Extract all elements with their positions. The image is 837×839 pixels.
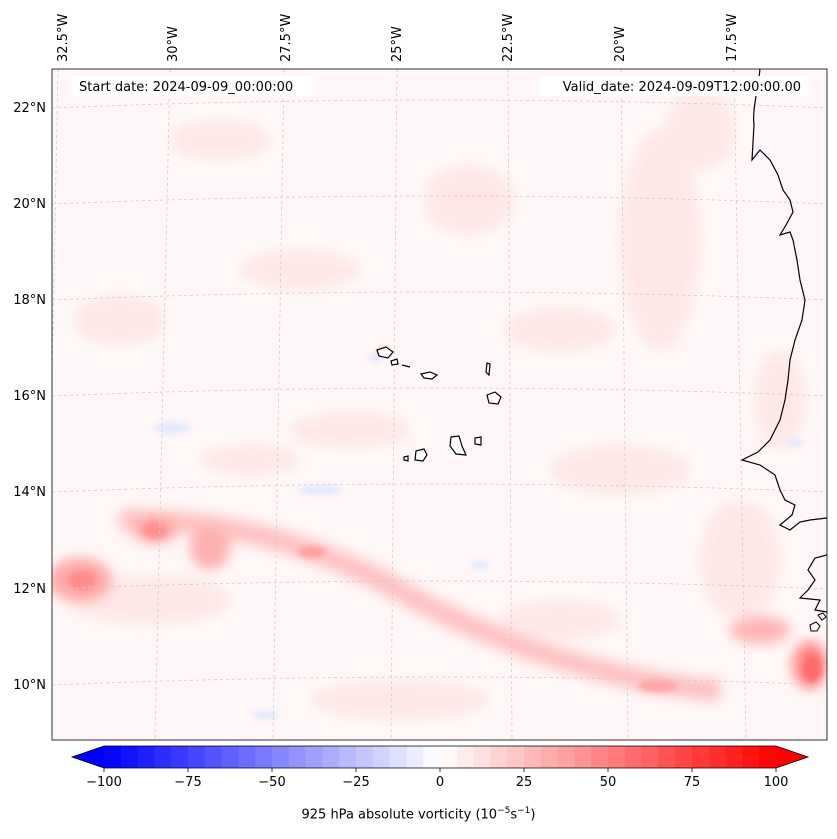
island-santo-antao [376,346,394,359]
lat-label: 10°N [13,678,46,693]
colorbar-bin [154,746,172,768]
colorbar-bin [692,746,710,768]
cape-verde-islands [376,346,502,462]
colorbar-max-extend-arrow [776,746,808,768]
colorbar-bin [473,746,491,768]
colorbar-min-extend-arrow [72,746,104,768]
colorbar-bin [171,746,189,768]
colorbar-tick-label: 25 [516,775,533,790]
vorticity-field-strong [68,348,821,692]
lon-label: 20°W [613,26,628,62]
colorbar-bin [540,746,559,768]
lon-label: 17.5°W [725,14,740,62]
island-brava [403,455,409,462]
colorbar-bin [658,746,676,768]
colorbar-bin [608,746,626,768]
latitude-labels: 22°N 20°N 18°N 16°N 14°N 12°N 10°N [13,101,46,693]
colorbar-tick-label: −75 [174,775,201,790]
map-panel: Start date: 2024-09-09_00:00:00 Valid_da… [52,69,827,740]
colorbar-bin [423,746,441,768]
lon-label: 22.5°W [501,14,516,62]
island-sao-vicente [390,358,399,366]
colorbar-tick-label: 75 [684,775,701,790]
island-santiago [449,435,467,456]
colorbar-bin [624,746,643,768]
vorticity-field-light [70,90,805,720]
bijagos-islands [809,612,827,632]
lon-label: 30°W [166,26,181,62]
colorbar-tick-label: 0 [436,775,444,790]
lat-label: 14°N [13,485,46,500]
colorbar-tick-label: −50 [258,775,285,790]
colorbar-tick-label: 50 [600,775,617,790]
island-santa-luzia [401,364,411,368]
colorbar-bin [440,746,458,768]
lon-label: 32.5°W [56,14,71,62]
valid-date-text: Valid_date: 2024-09-09T12:00:00.00 [563,80,801,95]
africa-coastline [740,69,827,531]
island-sao-nicolau [419,371,439,380]
colorbar-bin [708,746,727,768]
colorbar-bin [204,746,223,768]
lat-label: 20°N [13,197,46,212]
island-maio [474,436,482,446]
colorbar-bins [104,746,777,768]
colorbar: −100 −75 −50 −25 0 25 50 75 100 [70,745,810,790]
lat-label: 12°N [13,582,46,597]
colorbar-tick-label: −25 [342,775,369,790]
lat-label: 16°N [13,389,46,404]
valid-date-box [540,76,808,96]
colorbar-bin [188,746,206,768]
colorbar-bin [759,746,777,768]
graticule [52,69,827,740]
island-boa-vista [486,391,502,405]
colorbar-bin [574,746,592,768]
colorbar-bin [288,746,307,768]
colorbar-bin [641,746,659,768]
colorbar-bin [305,746,323,768]
lon-label: 27.5°W [279,14,294,62]
colorbar-bin [339,746,357,768]
colorbar-bin [675,746,693,768]
colorbar-bin [406,746,424,768]
colorbar-tick-label: 100 [764,775,789,790]
colorbar-bin [524,746,542,768]
colorbar-tick-label: −100 [86,775,122,790]
colorbar-bin [742,746,760,768]
colorbar-ticks: −100 −75 −50 −25 0 25 50 75 100 [86,768,788,790]
colorbar-bin [507,746,525,768]
island-fogo [414,448,428,462]
start-date-text: Start date: 2024-09-09_00:00:00 [79,80,293,95]
lat-label: 18°N [13,293,46,308]
colorbar-bin [725,746,743,768]
colorbar-bin [120,746,139,768]
africa-coastline-south [798,554,827,613]
island-sal [485,362,491,377]
colorbar-bin [356,746,374,768]
colorbar-bin [255,746,273,768]
map-frame [51,68,828,741]
longitude-labels: 32.5°W 30°W 27.5°W 25°W 22.5°W 20°W 17.5… [56,14,740,62]
colorbar-bin [272,746,290,768]
colorbar-bin [591,746,609,768]
start-date-box [72,76,312,96]
colorbar-bin [322,746,340,768]
colorbar-bin [389,746,407,768]
colorbar-bin [238,746,256,768]
colorbar-label: 925 hPa absolute vorticity (10−5s−1) [301,806,536,823]
vorticity-field-negative [154,354,804,719]
colorbar-bin [490,746,508,768]
colorbar-bin [104,746,122,768]
lat-label: 22°N [13,101,46,116]
lon-label: 25°W [390,26,405,62]
colorbar-bin [137,746,155,768]
map-background [52,69,827,740]
colorbar-bin [456,746,475,768]
colorbar-bin [221,746,239,768]
colorbar-bin [372,746,391,768]
colorbar-bin [557,746,575,768]
